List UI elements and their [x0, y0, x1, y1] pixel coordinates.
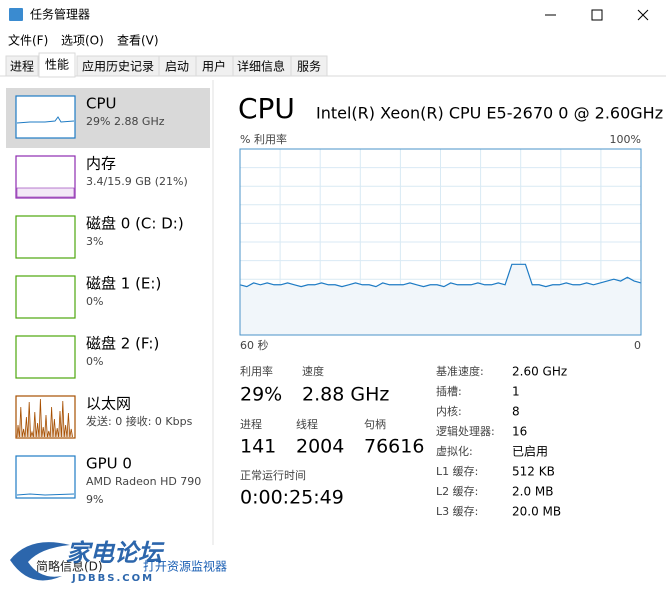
tab-bg	[290, 55, 328, 77]
spec-label: L2 缓存:	[436, 484, 478, 498]
watermark-logo	[10, 542, 70, 581]
stat-value: 141	[240, 436, 276, 458]
tab[interactable]: 性能	[45, 58, 69, 72]
sidebar-title: CPU	[86, 95, 117, 113]
tab[interactable]: 应用历史记录	[82, 59, 154, 74]
thumbnail-line	[16, 493, 75, 496]
cpu-graph	[239, 148, 642, 336]
thumbnail	[15, 455, 76, 499]
sidebar-title: 磁盘 0 (C: D:)	[86, 215, 184, 233]
sidebar-title: 以太网	[86, 395, 131, 413]
watermark-name: 家电论坛	[66, 539, 165, 567]
thumbnail-line	[16, 398, 73, 438]
watermark: 家电论坛 JDBBS.COM	[10, 539, 165, 584]
tab[interactable]: 用户	[202, 59, 226, 74]
spec-label: L1 缓存:	[436, 464, 478, 478]
stat-value: 2.88 GHz	[302, 384, 389, 406]
graph-max: 100%	[610, 133, 641, 146]
sidebar-detail: 3%	[86, 235, 103, 248]
cpu-line	[239, 263, 642, 288]
spec-value: 2.0 MB	[512, 485, 553, 499]
stat-value: 76616	[364, 436, 424, 458]
menu-item[interactable]: 文件(F)	[8, 33, 48, 48]
sidebar-detail: 29% 2.88 GHz	[86, 115, 165, 128]
graph-zero: 0	[634, 339, 641, 352]
sidebar-detail: 发送: 0 接收: 0 Kbps	[86, 414, 193, 428]
uptime-value: 0:00:25:49	[240, 487, 344, 509]
summary-link[interactable]: 简略信息(D)	[36, 559, 103, 574]
spec-value: 512 KB	[512, 465, 555, 479]
thumbnail	[15, 335, 76, 379]
graph-time: 60 秒	[240, 338, 269, 352]
tab[interactable]: 详细信息	[237, 59, 285, 74]
spec-label: 虚拟化:	[436, 444, 473, 458]
stat-label: 利用率	[240, 364, 273, 378]
thumbnail	[15, 95, 76, 139]
graph-label: % 利用率	[240, 132, 287, 146]
thumbnail-line	[16, 116, 75, 124]
graph-area	[240, 264, 641, 335]
sidebar-title: GPU 0	[86, 455, 132, 473]
tab[interactable]: 启动	[165, 60, 189, 74]
stat-label: 进程	[240, 418, 262, 431]
menu-item[interactable]: 查看(V)	[117, 34, 159, 48]
stat-label: 线程	[296, 417, 318, 431]
cpu-model: Intel(R) Xeon(R) CPU E5-2670 0 @ 2.60GHz	[316, 104, 663, 123]
resource-monitor-link[interactable]: 打开资源监视器	[143, 559, 227, 574]
stat-value: 2004	[296, 436, 344, 458]
spec-label: 基准速度:	[436, 364, 484, 378]
spec-label: 插槽:	[436, 384, 462, 398]
spec-label: 内核:	[436, 404, 462, 418]
tab[interactable]: 进程	[10, 59, 34, 74]
spec-label: 逻辑处理器:	[436, 424, 495, 438]
thumbnail	[15, 275, 76, 319]
window-title: 任务管理器	[30, 7, 90, 22]
spec-label: L3 缓存:	[436, 504, 478, 518]
stat-value: 29%	[240, 384, 282, 406]
sidebar-detail: 9%	[86, 493, 103, 506]
tab-strip	[5, 55, 328, 77]
spec-value: 20.0 MB	[512, 505, 561, 519]
app-icon	[9, 8, 23, 21]
uptime-label: 正常运行时间	[240, 469, 306, 482]
tab-selected-bg	[38, 52, 76, 78]
spec-value: 8	[512, 405, 520, 419]
tab[interactable]: 服务	[297, 59, 321, 74]
specs: 基准速度: 2.60 GHz 插槽: 1 内核: 8 逻辑处理器: 16 虚拟化: 已启用 L1 缓…	[436, 364, 567, 519]
sidebar-title: 内存	[86, 155, 116, 173]
menu-item[interactable]: 选项(O)	[61, 34, 104, 48]
sidebar-detail: 3.4/15.9 GB (21%)	[86, 175, 188, 188]
spec-value: 已启用	[512, 445, 548, 459]
watermark-site: JDBBS.COM	[71, 573, 154, 584]
stat-label: 速度	[302, 364, 324, 378]
main-title: CPU	[238, 92, 295, 125]
sidebar-detail: 0%	[86, 355, 103, 368]
sidebar: CPU 29% 2.88 GHz 内存 3.4/15.9 GB (21%) 磁盘 0 (…	[6, 88, 210, 506]
stat-label: 句柄	[364, 418, 386, 431]
graph-border	[239, 148, 642, 336]
tab-bg	[5, 55, 39, 77]
spec-value: 16	[512, 425, 527, 439]
spec-value: 1	[512, 385, 520, 399]
sidebar-detail: AMD Radeon HD 790	[86, 475, 201, 488]
close-button[interactable]	[637, 9, 649, 21]
thumbnail	[15, 215, 76, 259]
sidebar-detail: 0%	[86, 295, 103, 308]
thumbnail-fill	[16, 187, 75, 198]
spec-value: 2.60 GHz	[512, 365, 567, 379]
sidebar-title: 磁盘 1 (E:)	[86, 275, 161, 293]
sidebar-title: 磁盘 2 (F:)	[86, 335, 159, 353]
maximize-button[interactable]	[591, 9, 603, 21]
